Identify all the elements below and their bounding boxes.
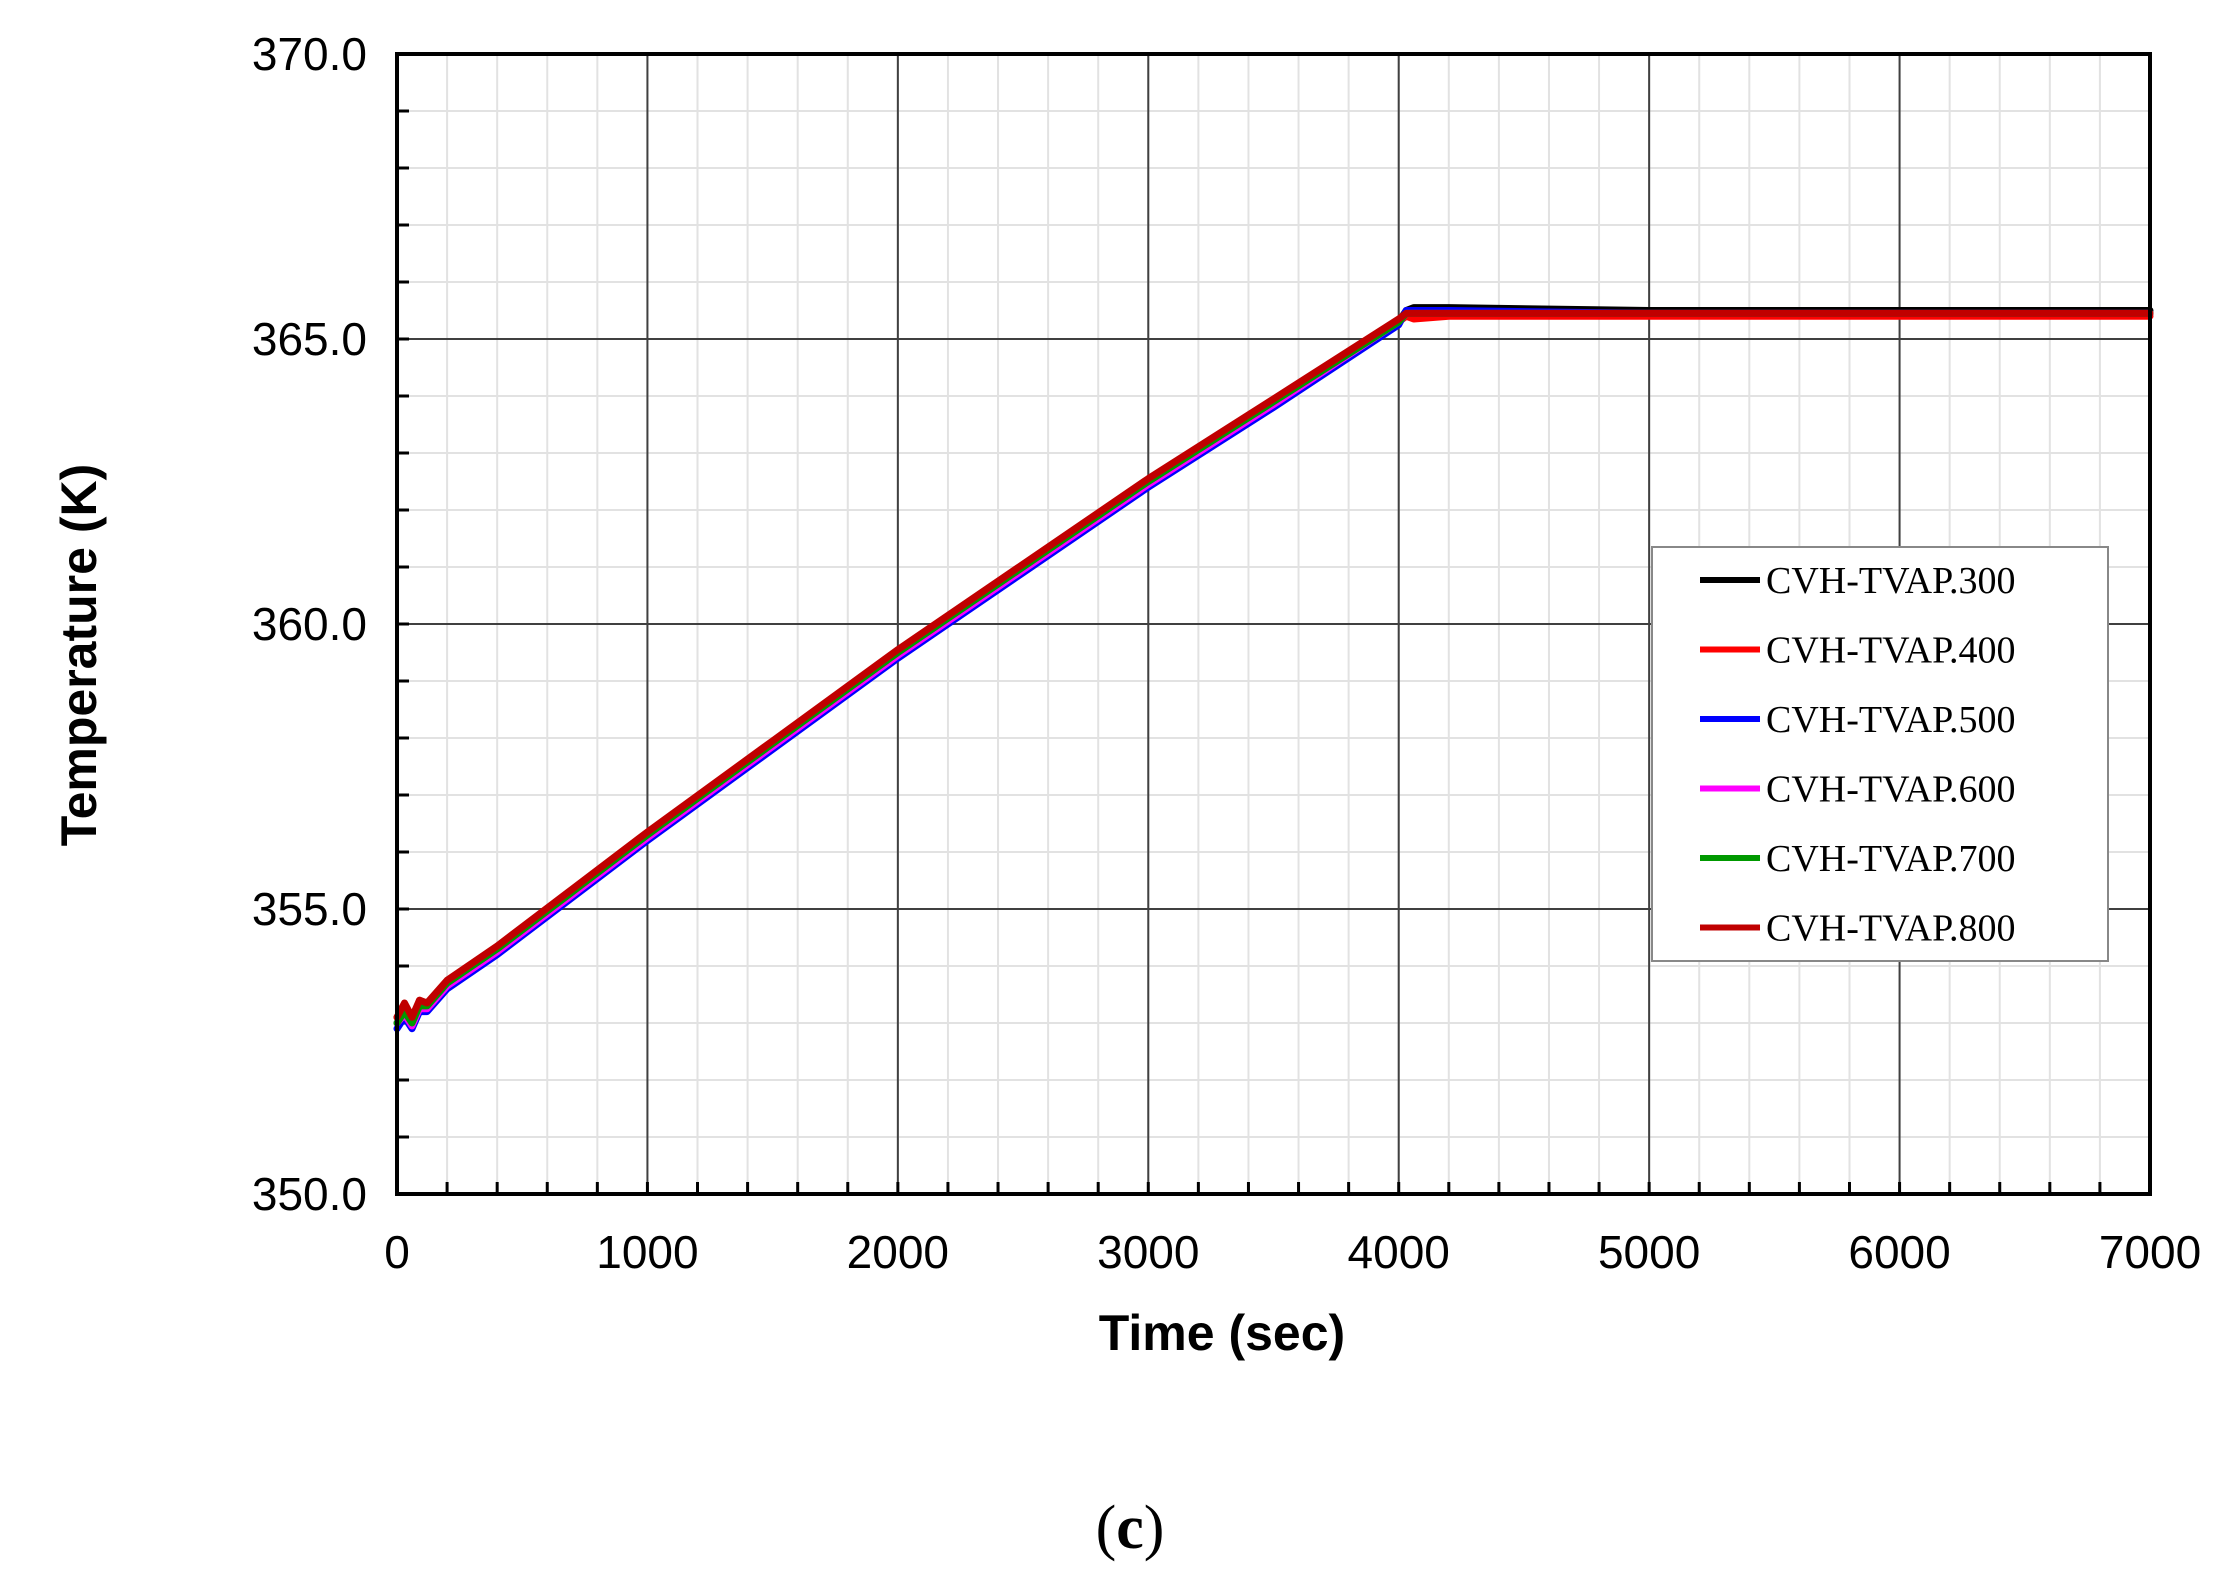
x-tick-label: 5000 xyxy=(1598,1226,1700,1278)
panel-label: (c) xyxy=(1096,1494,1165,1562)
x-axis-title: Time (sec) xyxy=(1099,1305,1345,1361)
legend-box xyxy=(1651,546,2109,962)
x-tick-label: 3000 xyxy=(1097,1226,1199,1278)
series-line xyxy=(393,309,2154,1021)
x-tick-label: 7000 xyxy=(2099,1226,2201,1278)
x-tick-label: 1000 xyxy=(596,1226,698,1278)
y-tick-label: 365.0 xyxy=(252,313,367,365)
plot-frame xyxy=(395,52,2152,1196)
legend-label: CVH-TVAP.600 xyxy=(1766,769,2016,811)
legend-label: CVH-TVAP.400 xyxy=(1766,630,2016,672)
legend-label: CVH-TVAP.800 xyxy=(1766,908,2016,950)
y-tick-label: 360.0 xyxy=(252,598,367,650)
y-tick-label: 355.0 xyxy=(252,883,367,935)
y-tick-label: 370.0 xyxy=(252,28,367,80)
legend-items: CVH-TVAP.300 CVH-TVAP.400 CVH-TVAP.500 CVH-… xyxy=(1700,560,2016,950)
x-tick-label: 0 xyxy=(384,1226,410,1278)
y-tick-label: 350.0 xyxy=(252,1168,367,1220)
y-tick-labels: 350.0 355.0 360.0 365.0 370.0 xyxy=(252,28,367,1220)
x-tick-label: 2000 xyxy=(847,1226,949,1278)
series-layer xyxy=(393,304,2154,1033)
legend-label: CVH-TVAP.700 xyxy=(1766,838,2016,880)
x-tick-label: 4000 xyxy=(1348,1226,1450,1278)
legend-label: CVH-TVAP.500 xyxy=(1766,699,2016,741)
legend: CVH-TVAP.300 CVH-TVAP.400 CVH-TVAP.500 CVH-… xyxy=(1651,546,2109,962)
x-tick-labels: 0 1000 2000 3000 4000 5000 6000 7000 xyxy=(384,1226,2201,1278)
legend-label: CVH-TVAP.300 xyxy=(1766,560,2016,602)
x-tick-label: 6000 xyxy=(1848,1226,1950,1278)
y-axis-title: Temperature (K) xyxy=(51,464,107,846)
